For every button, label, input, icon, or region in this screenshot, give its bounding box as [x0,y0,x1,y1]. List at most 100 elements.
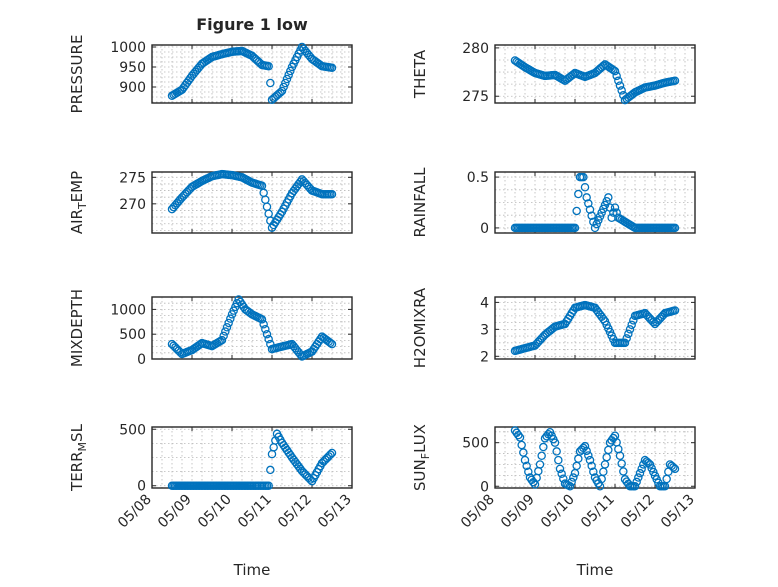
data-point [284,70,293,80]
x-axis-label-right: Time [576,561,614,579]
data-point [222,323,232,332]
data-point [217,335,227,345]
data-point [579,172,588,182]
data-point [517,440,526,450]
data-point [624,329,633,339]
data-point [600,200,610,210]
data-point [615,81,625,90]
data-point [617,86,626,95]
data-point [620,338,630,348]
data-point [279,82,288,92]
data-point [326,338,335,348]
axes-box [494,171,696,234]
data-point [614,76,623,86]
data-point [602,196,611,206]
data-point [627,320,636,330]
data-point [555,464,565,474]
data-point [587,461,596,471]
y-tick-label: 2 [480,349,489,365]
data-point [535,460,545,469]
data-point [221,327,230,336]
y-axis-label: MIXDEPTH [68,289,86,367]
data-point [554,455,563,465]
data-point [612,71,621,81]
data-point [514,430,523,440]
data-point [630,482,640,491]
data-point [669,463,678,472]
data-point [326,450,335,459]
subplot-theta: 275 280 THETA [411,41,696,105]
data-point [537,451,546,461]
data-point [519,448,528,457]
data-point [264,481,273,490]
data-point [262,329,272,339]
axes-box [494,296,696,360]
data-point [261,324,270,334]
y-tick-label: 280 [462,41,489,57]
y-axis-label: PRESSURE [68,35,86,114]
data-point [610,203,620,212]
y-tick-label: 0.5 [467,170,489,186]
axes-box [151,171,353,234]
y-axis-label: TERRMSL [68,423,89,492]
data-point [257,315,267,324]
y-axis-label: SUNFLUX [411,424,432,491]
data-point [266,78,275,88]
data-point [582,446,591,456]
data-point [597,208,606,217]
data-point [582,193,591,202]
data-point [634,473,643,482]
y-tick-label: 1000 [110,302,146,318]
data-point [584,199,593,208]
data-point [327,190,337,199]
data-point [584,451,593,460]
data-point [259,320,268,329]
data-point [592,219,601,229]
data-point [565,482,575,491]
data-point [219,331,228,341]
data-point [670,76,680,86]
data-point [515,433,525,442]
data-point [585,205,595,214]
data-point [625,325,635,334]
y-tick-label: 500 [119,422,146,438]
data-point [286,66,295,76]
y-tick-label: 3 [480,322,489,338]
data-point [619,467,628,476]
data-point [520,455,530,465]
data-point [277,86,287,96]
data-point [617,459,626,468]
axes-box [494,426,696,489]
data-point [632,477,641,487]
data-point [595,212,605,221]
data-point [615,451,625,461]
subplot-pressure: 900 950 1000 PRESSURE [68,35,353,114]
data-point [635,468,645,478]
y-tick-label: 500 [119,327,146,343]
data-point [569,473,578,482]
subplot-mixdepth: 0 500 1000 MIXDEPTH [68,289,353,368]
y-axis-label: H2OMIXRA [411,287,429,368]
data-point [610,66,620,76]
y-tick-label: 1000 [110,40,146,56]
data-point [327,339,337,349]
subplot-h2omixra: 2 3 4 H2OMIXRA [411,287,696,368]
data-point [296,177,305,186]
y-tick-label: 900 [119,80,146,96]
data-point [567,477,576,487]
data-point [327,63,337,73]
data-point [594,216,603,225]
data-point [524,467,533,476]
data-point [580,441,590,451]
y-tick-label: 950 [119,60,146,76]
data-point [649,317,658,327]
x-axis-label-left: Time [233,561,271,579]
data-point [585,455,595,465]
data-point [226,314,235,323]
data-point [557,469,566,479]
data-point [604,193,613,202]
data-point [266,465,275,475]
data-point [609,208,618,217]
data-point [281,78,290,88]
figure-title: Figure 1 low [196,15,308,34]
